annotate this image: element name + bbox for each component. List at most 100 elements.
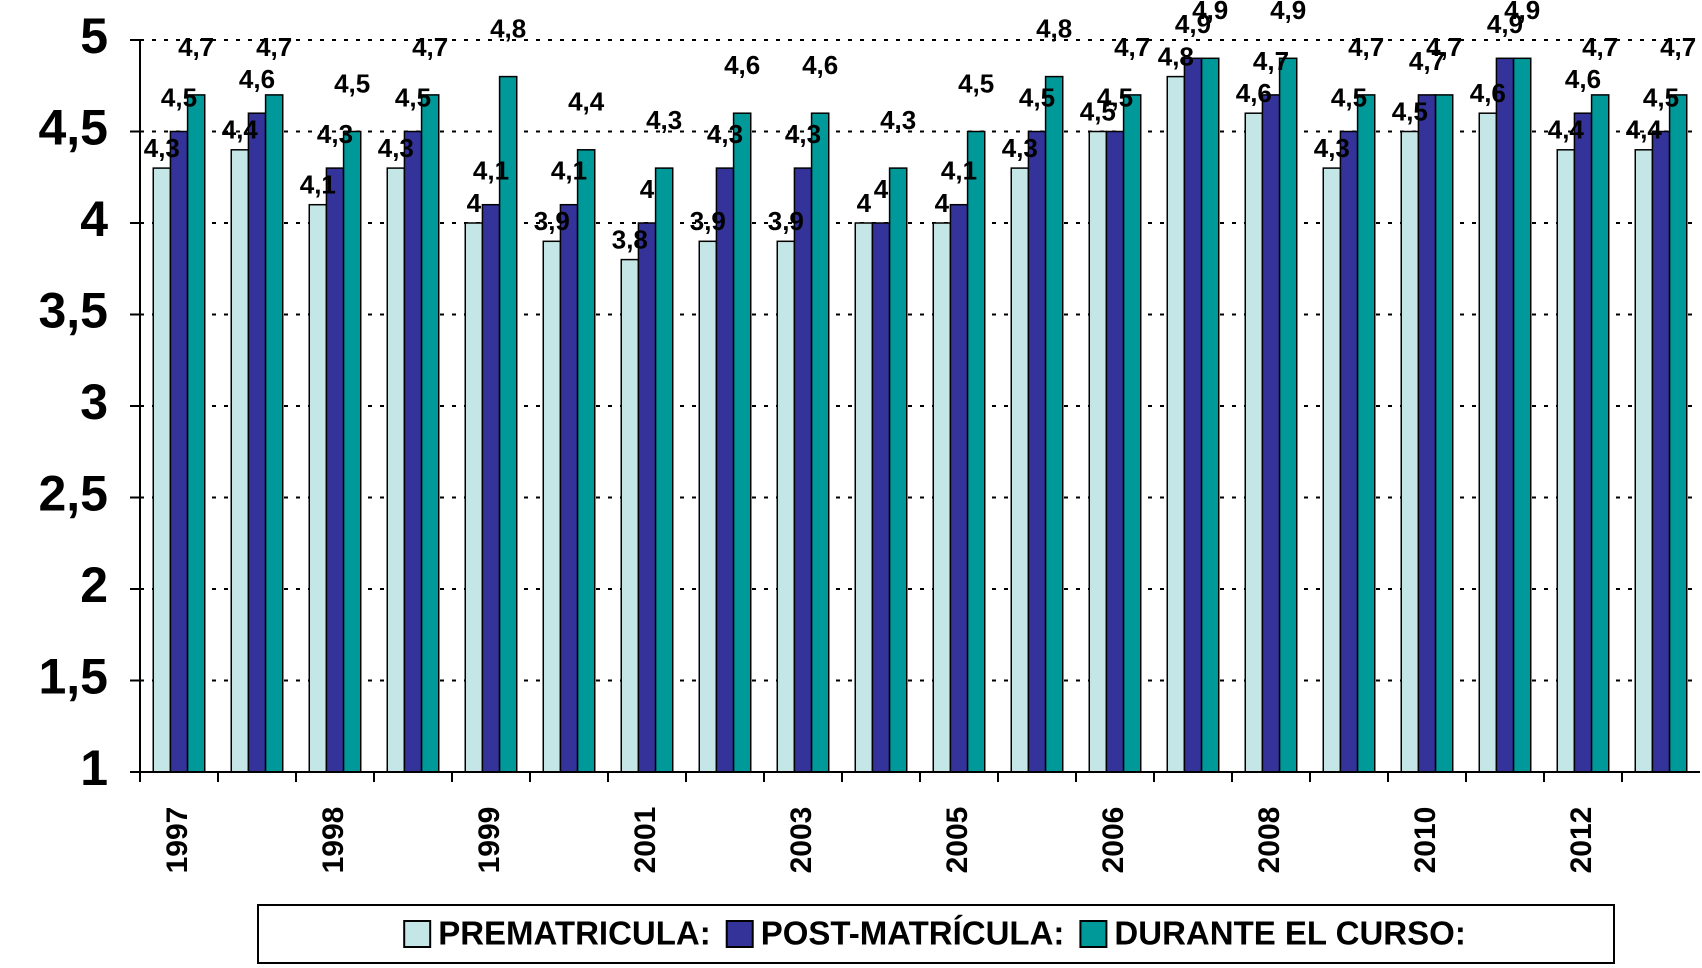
x-tick-label: 2008 (1253, 807, 1286, 874)
value-label: 4,3 (880, 105, 916, 135)
value-label: 3,9 (690, 206, 726, 236)
legend-swatch (403, 920, 432, 948)
y-tick-label: 5 (80, 8, 108, 64)
value-label: 4,5 (1331, 82, 1367, 112)
value-label: 4,3 (317, 119, 353, 149)
x-tick-label: 2003 (785, 807, 818, 874)
value-label: 4,6 (239, 64, 275, 94)
value-label: 4,9 (1487, 9, 1523, 39)
bar (1512, 57, 1532, 773)
value-label: 4,9 (1192, 0, 1228, 25)
bar (169, 130, 189, 773)
value-label: 4,4 (568, 87, 605, 117)
bar (1400, 130, 1420, 773)
value-label: 4,7 (1660, 32, 1696, 62)
bar (1651, 130, 1671, 773)
bar (1495, 57, 1515, 773)
bar (1105, 130, 1125, 773)
x-tick-label: 2001 (629, 807, 662, 874)
bar (1027, 130, 1047, 773)
value-label: 3,9 (534, 206, 570, 236)
value-label: 4 (640, 174, 655, 204)
value-label: 4,7 (1409, 46, 1445, 76)
bar (420, 94, 440, 773)
value-label: 4,9 (1504, 0, 1540, 25)
value-label: 4,5 (395, 82, 431, 112)
x-tick-label: 1999 (473, 807, 506, 874)
value-label: 4,3 (1002, 133, 1038, 163)
x-tick-label: 2006 (1097, 807, 1130, 874)
value-label: 4,3 (646, 105, 682, 135)
bar (152, 167, 172, 773)
bar (1044, 75, 1064, 773)
bar (654, 167, 674, 773)
y-tick-label: 3,5 (38, 283, 108, 339)
value-label: 4,6 (1470, 78, 1506, 108)
y-tick-label: 1 (80, 740, 108, 796)
value-label: 4 (874, 174, 889, 204)
value-label: 4,3 (1314, 133, 1350, 163)
x-tick-label: 2005 (941, 807, 974, 874)
value-label: 4 (467, 188, 482, 218)
bar (1478, 112, 1498, 773)
value-label: 4,8 (490, 13, 526, 43)
value-label: 4,7 (178, 32, 214, 62)
bar (776, 240, 796, 773)
value-label: 4,8 (1036, 13, 1072, 43)
legend-swatch (1079, 920, 1108, 948)
value-label: 4 (935, 188, 950, 218)
bar (1261, 94, 1281, 773)
bar (620, 258, 640, 773)
legend-swatch (725, 920, 754, 948)
bar (576, 149, 596, 773)
bar (1668, 94, 1688, 773)
bar (542, 240, 562, 773)
value-label: 3,9 (768, 206, 804, 236)
bar (1322, 167, 1342, 773)
y-tick-label: 4 (80, 191, 108, 247)
value-label: 4,1 (300, 170, 336, 200)
value-label: 4,3 (785, 119, 821, 149)
x-tick-label: 1998 (317, 807, 350, 874)
y-tick-label: 3 (80, 374, 108, 430)
value-label: 4,6 (802, 50, 838, 80)
value-label: 4,4 (222, 115, 259, 145)
legend-label: PREMATRICULA: (438, 915, 711, 952)
bar (1590, 94, 1610, 773)
bar (230, 149, 250, 773)
value-label: 4 (857, 188, 872, 218)
bar (386, 167, 406, 773)
bar (871, 222, 891, 773)
bar (637, 222, 657, 773)
bar (464, 222, 484, 773)
bar (403, 130, 423, 773)
bar (325, 167, 345, 773)
bar (186, 94, 206, 773)
value-label: 4,1 (473, 156, 509, 186)
bar (247, 112, 267, 773)
bar (1556, 149, 1576, 773)
y-tick-label: 2,5 (38, 466, 108, 522)
bar (698, 240, 718, 773)
value-label: 4,7 (412, 32, 448, 62)
value-label: 4,4 (1626, 115, 1663, 145)
bar (1339, 130, 1359, 773)
value-label: 4,9 (1270, 0, 1306, 25)
x-tick-label: 1997 (161, 807, 194, 874)
bar (732, 112, 752, 773)
bar (1122, 94, 1142, 773)
bar (966, 130, 986, 773)
value-label: 4,7 (1426, 32, 1462, 62)
bar (1088, 130, 1108, 773)
value-label: 4,3 (707, 119, 743, 149)
bar (932, 222, 952, 773)
value-label: 4,5 (1643, 82, 1679, 112)
x-tick-label: 2010 (1409, 807, 1442, 874)
value-label: 4,5 (161, 82, 197, 112)
value-label: 4,3 (378, 133, 414, 163)
value-label: 4,6 (1565, 64, 1601, 94)
value-label: 4,4 (1548, 115, 1585, 145)
value-label: 4,7 (256, 32, 292, 62)
value-label: 4,7 (1253, 46, 1289, 76)
